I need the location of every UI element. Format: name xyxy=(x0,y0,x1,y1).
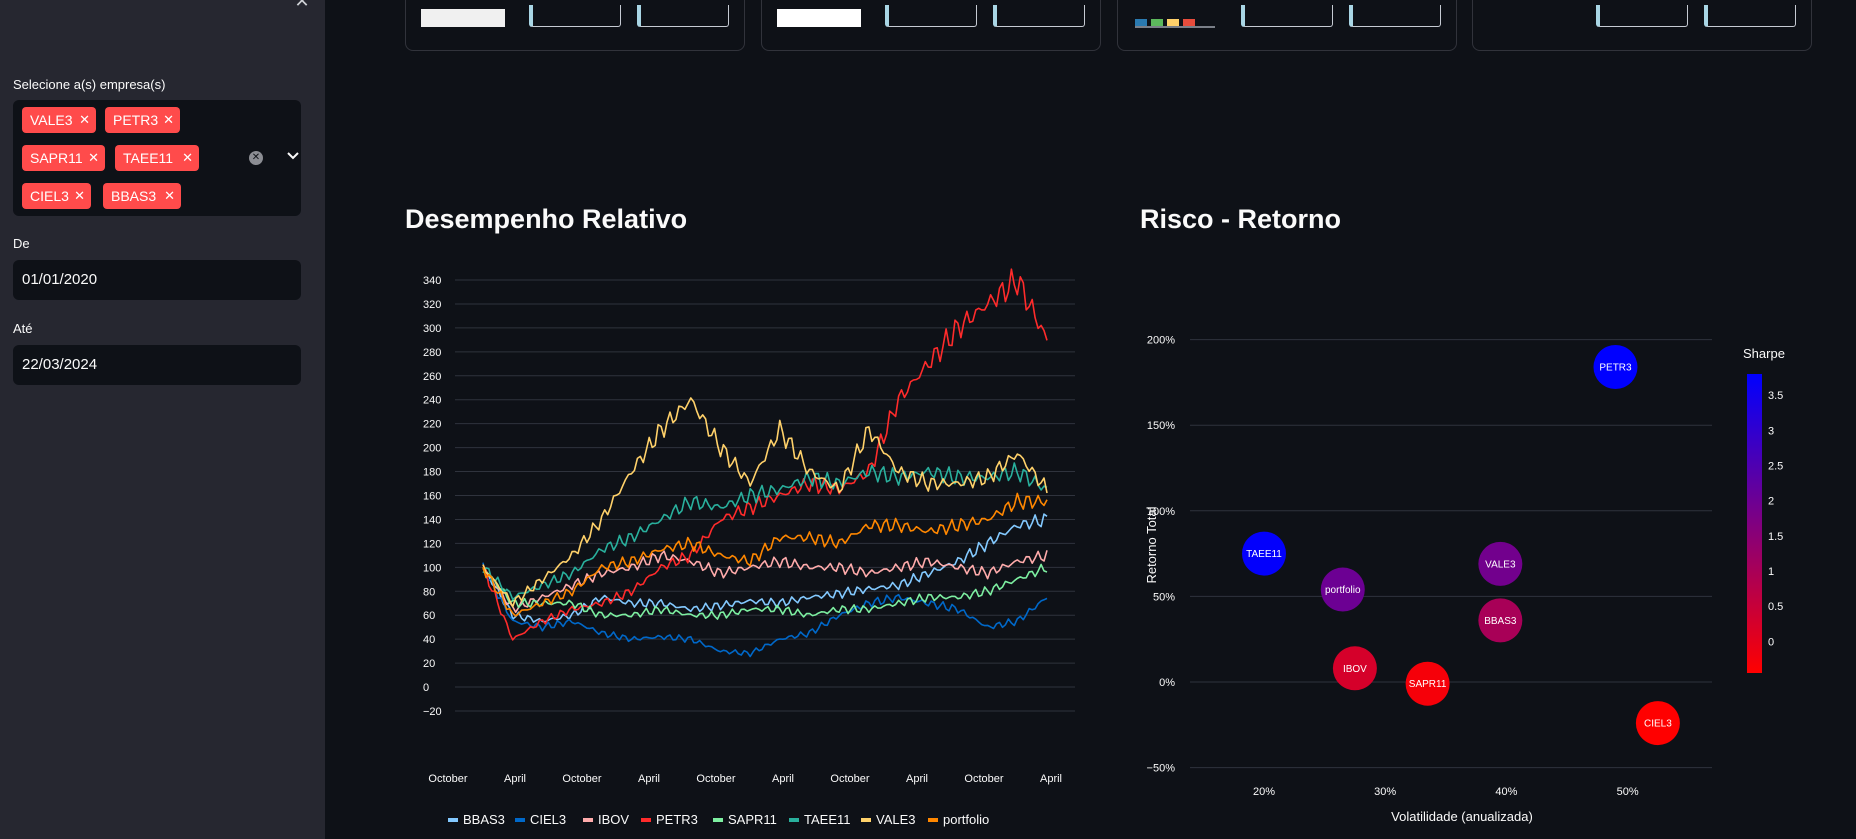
y-tick-label: 340 xyxy=(423,275,441,287)
legend-label: SAPR11 xyxy=(728,812,777,827)
tag-ciel3[interactable]: CIEL3 ✕ xyxy=(22,183,91,209)
tag-sapr11[interactable]: SAPR11 ✕ xyxy=(22,145,105,171)
series-line-bbas3 xyxy=(482,513,1048,623)
tag-vale3[interactable]: VALE3 ✕ xyxy=(22,107,96,133)
clear-all-icon[interactable]: ✕ xyxy=(249,151,263,165)
mini-box xyxy=(885,5,977,27)
series-line-ibov xyxy=(482,550,1048,614)
tag-label: TAEE11 xyxy=(123,150,174,166)
legend-label: CIEL3 xyxy=(530,812,566,827)
legend-label: VALE3 xyxy=(876,812,916,827)
legend-swatch xyxy=(928,818,938,822)
remove-tag-icon[interactable]: ✕ xyxy=(164,188,175,203)
tag-label: CIEL3 xyxy=(30,188,69,204)
x-tick-label: October xyxy=(964,773,1003,785)
y-tick-label: 160 xyxy=(423,491,441,503)
y-tick-label: 120 xyxy=(423,538,441,550)
x-tick-label: October xyxy=(562,773,601,785)
sidebar: ✕ Selecione a(s) empresa(s) VALE3 ✕ PETR… xyxy=(0,0,325,839)
series-line-vale3 xyxy=(482,397,1048,608)
metric-card xyxy=(405,0,745,51)
series-line-sapr11 xyxy=(482,563,1048,620)
tag-petr3[interactable]: PETR3 ✕ xyxy=(105,107,180,133)
x-tick-label: October xyxy=(830,773,869,785)
mini-box xyxy=(1596,5,1688,27)
risk-return-title: Risco - Retorno xyxy=(1140,204,1342,234)
legend-swatch xyxy=(641,818,651,822)
legend-swatch xyxy=(448,818,458,822)
companies-label: Selecione a(s) empresa(s) xyxy=(13,77,166,92)
close-sidebar-icon[interactable]: ✕ xyxy=(294,0,310,12)
relative-performance-title: Desempenho Relativo xyxy=(405,204,688,234)
companies-multiselect[interactable]: VALE3 ✕ PETR3 ✕ SAPR11 ✕ TAEE11 ✕ CIEL3 … xyxy=(13,100,301,216)
mini-box xyxy=(1704,5,1796,27)
mini-chart xyxy=(421,9,505,27)
metric-card xyxy=(1117,0,1457,51)
y-tick-label: 0 xyxy=(423,682,429,694)
series-line-portfolio xyxy=(482,492,1048,617)
legend-swatch xyxy=(789,818,799,822)
tag-label: PETR3 xyxy=(113,112,159,128)
y-tick-label: 260 xyxy=(423,371,441,383)
y-tick-label: −20 xyxy=(423,706,442,718)
x-tick-label: October xyxy=(696,773,735,785)
remove-tag-icon[interactable]: ✕ xyxy=(163,112,174,127)
mini-chart xyxy=(777,9,861,27)
chevron-down-icon[interactable] xyxy=(285,148,301,164)
y-tick-label: 140 xyxy=(423,514,441,526)
mini-box xyxy=(637,5,729,27)
y-tick-label: 320 xyxy=(423,299,441,311)
legend-swatch xyxy=(583,818,593,822)
remove-tag-icon[interactable]: ✕ xyxy=(182,150,193,165)
mini-legend xyxy=(1135,19,1215,28)
metric-card xyxy=(1472,0,1812,51)
series-line-ciel3 xyxy=(482,562,1048,658)
x-tick-label: April xyxy=(1040,773,1062,785)
mini-box xyxy=(993,5,1085,27)
legend-label: TAEE11 xyxy=(804,812,850,827)
y-tick-label: 60 xyxy=(423,610,435,622)
remove-tag-icon[interactable]: ✕ xyxy=(88,150,99,165)
legend-label: portfolio xyxy=(943,812,989,827)
tag-bbas3[interactable]: BBAS3 ✕ xyxy=(103,183,181,209)
legend-label: IBOV xyxy=(598,812,629,827)
x-tick-label: October xyxy=(428,773,467,785)
y-tick-label: 80 xyxy=(423,586,435,598)
legend-swatch xyxy=(861,818,871,822)
y-tick-label: 20 xyxy=(423,658,435,670)
x-tick-label: April xyxy=(772,773,794,785)
series-line-taee11 xyxy=(482,462,1048,601)
tag-label: BBAS3 xyxy=(111,188,157,204)
y-tick-label: 280 xyxy=(423,347,441,359)
to-date-input[interactable]: 22/03/2024 xyxy=(13,345,301,385)
legend-swatch xyxy=(713,818,723,822)
metric-card xyxy=(761,0,1101,51)
from-label: De xyxy=(13,236,30,251)
mini-box xyxy=(1241,5,1333,27)
y-tick-label: 240 xyxy=(423,395,441,407)
mini-box xyxy=(529,5,621,27)
to-label: Até xyxy=(13,321,33,336)
y-tick-label: 180 xyxy=(423,467,441,479)
series-line-petr3 xyxy=(482,268,1048,641)
tag-label: VALE3 xyxy=(30,112,73,128)
y-tick-label: 200 xyxy=(423,443,441,455)
tag-label: SAPR11 xyxy=(30,150,83,166)
legend-swatch xyxy=(515,818,525,822)
x-tick-label: April xyxy=(906,773,928,785)
remove-tag-icon[interactable]: ✕ xyxy=(79,112,90,127)
y-tick-label: 300 xyxy=(423,323,441,335)
y-tick-label: 40 xyxy=(423,634,435,646)
mini-box xyxy=(1349,5,1441,27)
y-tick-label: 220 xyxy=(423,419,441,431)
from-date-input[interactable]: 01/01/2020 xyxy=(13,260,301,300)
legend-label: PETR3 xyxy=(656,812,698,827)
x-tick-label: April xyxy=(638,773,660,785)
legend-label: BBAS3 xyxy=(463,812,505,827)
x-tick-label: April xyxy=(504,773,526,785)
tag-taee11[interactable]: TAEE11 ✕ xyxy=(115,145,199,171)
remove-tag-icon[interactable]: ✕ xyxy=(74,188,85,203)
y-tick-label: 100 xyxy=(423,562,441,574)
